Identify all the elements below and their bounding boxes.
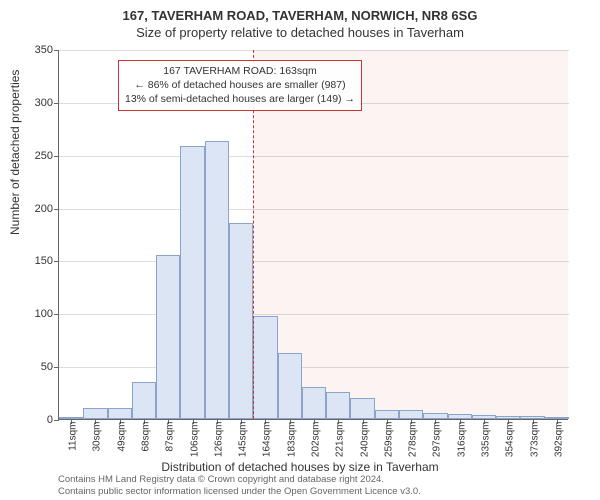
chart-area: 05010015020025030035011sqm30sqm49sqm68sq…	[58, 50, 568, 420]
ytick-mark	[54, 261, 59, 262]
histogram-bar	[350, 398, 374, 419]
histogram-bar	[375, 410, 399, 420]
ytick-mark	[54, 103, 59, 104]
ytick-mark	[54, 50, 59, 51]
footer-line2: Contains public sector information licen…	[58, 486, 421, 498]
ytick-label: 100	[13, 308, 53, 320]
histogram-bar	[108, 408, 132, 419]
histogram-bar	[180, 146, 204, 419]
histogram-bar	[83, 408, 107, 419]
histogram-bar	[302, 387, 326, 419]
x-axis-label: Distribution of detached houses by size …	[0, 460, 600, 474]
histogram-bar	[132, 382, 156, 419]
annotation-box: 167 TAVERHAM ROAD: 163sqm ← 86% of detac…	[118, 60, 362, 111]
ytick-mark	[54, 314, 59, 315]
footer-line1: Contains HM Land Registry data © Crown c…	[58, 474, 421, 486]
ytick-label: 50	[13, 361, 53, 373]
page-title-line1: 167, TAVERHAM ROAD, TAVERHAM, NORWICH, N…	[0, 0, 600, 23]
ytick-mark	[54, 209, 59, 210]
annot-line1: 167 TAVERHAM ROAD: 163sqm	[125, 64, 355, 78]
histogram-bar	[326, 392, 350, 419]
ytick-label: 250	[13, 150, 53, 162]
ytick-mark	[54, 367, 59, 368]
ytick-label: 150	[13, 255, 53, 267]
histogram-bar	[253, 316, 277, 419]
ytick-mark	[54, 420, 59, 421]
ytick-label: 0	[13, 414, 53, 426]
histogram-bar	[229, 223, 253, 419]
histogram-bar	[399, 410, 423, 420]
ytick-label: 350	[13, 44, 53, 56]
ytick-label: 200	[13, 203, 53, 215]
annot-line2: ← 86% of detached houses are smaller (98…	[125, 78, 355, 92]
ytick-label: 300	[13, 97, 53, 109]
ytick-mark	[54, 156, 59, 157]
histogram-bar	[205, 141, 229, 419]
footer-attribution: Contains HM Land Registry data © Crown c…	[58, 474, 421, 498]
histogram-bar	[156, 255, 180, 419]
histogram-bar	[278, 353, 302, 419]
annot-line3: 13% of semi-detached houses are larger (…	[125, 92, 355, 106]
page-title-line2: Size of property relative to detached ho…	[0, 23, 600, 40]
